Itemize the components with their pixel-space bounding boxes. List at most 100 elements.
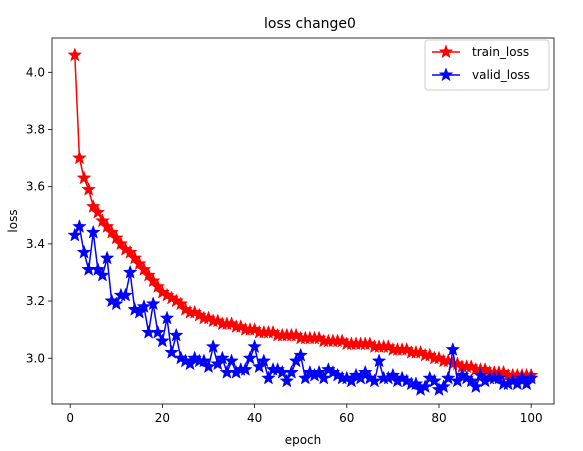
valid_loss-point — [67, 227, 83, 242]
valid_loss-point — [247, 339, 262, 354]
valid_loss-point — [159, 310, 175, 325]
valid_loss-point — [297, 370, 313, 385]
valid_loss-point — [242, 350, 258, 365]
y-tick-label: 3.0 — [26, 351, 45, 365]
valid_loss-point — [238, 361, 253, 376]
valid_loss-line — [74, 225, 532, 391]
train_loss-point — [141, 267, 156, 282]
x-tick-label: 40 — [247, 411, 262, 425]
valid_loss-point — [90, 261, 106, 276]
train_loss-point — [150, 279, 166, 294]
train_loss-point — [81, 181, 96, 196]
train_loss-point — [136, 261, 152, 276]
valid_loss-point — [450, 373, 465, 388]
train_loss-point — [85, 198, 101, 213]
valid_loss-point — [85, 224, 101, 239]
train_loss-point — [76, 170, 92, 185]
x-tick-label: 60 — [339, 411, 354, 425]
train_loss-point — [108, 230, 124, 245]
valid_loss-point — [145, 296, 161, 311]
series-layer — [67, 47, 539, 396]
plot-area — [67, 47, 539, 396]
y-tick-label: 3.2 — [26, 294, 45, 308]
valid_loss-point — [210, 356, 226, 371]
legend-item-train_loss: train_loss — [432, 44, 529, 59]
plot-frame — [51, 37, 555, 405]
valid_loss-point — [311, 364, 327, 379]
valid_loss-point — [99, 250, 115, 265]
valid_loss-point — [251, 359, 267, 374]
series-train_loss — [67, 47, 539, 382]
legend: train_loss valid_loss — [424, 39, 550, 91]
valid_loss-point — [367, 373, 382, 388]
valid_loss-point — [205, 339, 221, 354]
valid_loss-point — [168, 327, 184, 342]
train_loss-point — [99, 218, 115, 233]
x-tick-label: 20 — [155, 411, 170, 425]
train_loss-point — [173, 296, 189, 311]
x-tick-label: 0 — [66, 411, 74, 425]
valid_loss-point — [182, 356, 198, 371]
valid_loss-point — [523, 370, 539, 385]
valid_loss-point — [155, 333, 170, 348]
y-tick-label: 4.0 — [26, 65, 45, 79]
train_loss-point — [95, 213, 110, 228]
y-tick-label: 3.8 — [26, 123, 45, 137]
legend-star-icon — [438, 44, 454, 59]
valid_loss-point — [519, 376, 534, 391]
valid_loss-point — [279, 373, 295, 388]
valid_loss-point — [371, 353, 387, 368]
valid_loss-point — [261, 370, 276, 385]
valid_loss-point — [150, 324, 166, 339]
valid_loss-point — [108, 296, 124, 311]
y-tick-label: 3.4 — [26, 237, 45, 251]
valid_loss-point — [417, 379, 433, 394]
valid_loss-point — [463, 373, 479, 388]
train_loss-point — [72, 150, 87, 165]
valid_loss-point — [344, 373, 359, 388]
valid_loss-point — [72, 218, 87, 233]
series-valid_loss — [67, 218, 539, 396]
valid_loss-point — [256, 353, 272, 368]
y-tick-label: 3.6 — [26, 180, 45, 194]
valid_loss-point — [284, 364, 299, 379]
train_loss-point — [67, 47, 83, 62]
x-tick-label: 100 — [520, 411, 543, 425]
valid_loss-point — [201, 359, 216, 374]
legend-items: train_loss valid_loss — [432, 44, 530, 82]
valid_loss-point — [436, 379, 451, 394]
x-axis-label: epoch — [285, 433, 322, 447]
valid_loss-point — [468, 379, 484, 394]
train_loss-point — [127, 250, 143, 265]
valid_loss-point — [293, 347, 309, 362]
train_loss-point — [113, 236, 129, 251]
valid_loss-point — [118, 287, 133, 302]
legend-label: valid_loss — [472, 68, 530, 82]
valid_loss-point — [385, 367, 401, 382]
valid_loss-point — [136, 299, 152, 314]
valid_loss-point — [122, 264, 138, 279]
valid_loss-point — [288, 353, 304, 368]
valid_loss-point — [132, 304, 147, 319]
train_loss-point — [122, 244, 138, 259]
valid_loss-point — [440, 370, 456, 385]
train_loss-point — [145, 273, 161, 288]
valid_loss-point — [76, 244, 92, 259]
train_loss-point — [90, 204, 106, 219]
chart-title: loss change0 — [264, 16, 356, 32]
axes-layer: 0 20 40 60 80 100 3.0 3.2 3.4 3.6 3.8 4.0 — [26, 37, 555, 425]
valid_loss-point — [445, 341, 461, 356]
train_loss-point — [104, 224, 120, 239]
valid_loss-point — [196, 353, 212, 368]
valid_loss-point — [214, 350, 230, 365]
legend-label: train_loss — [472, 45, 529, 59]
y-axis-label: loss — [6, 209, 20, 232]
valid_loss-point — [164, 344, 179, 359]
valid_loss-point — [473, 367, 488, 382]
legend-item-valid_loss: valid_loss — [432, 67, 530, 82]
valid_loss-point — [357, 364, 373, 379]
valid_loss-point — [316, 370, 332, 385]
legend-star-icon — [438, 67, 454, 82]
train_loss-point — [132, 256, 147, 271]
